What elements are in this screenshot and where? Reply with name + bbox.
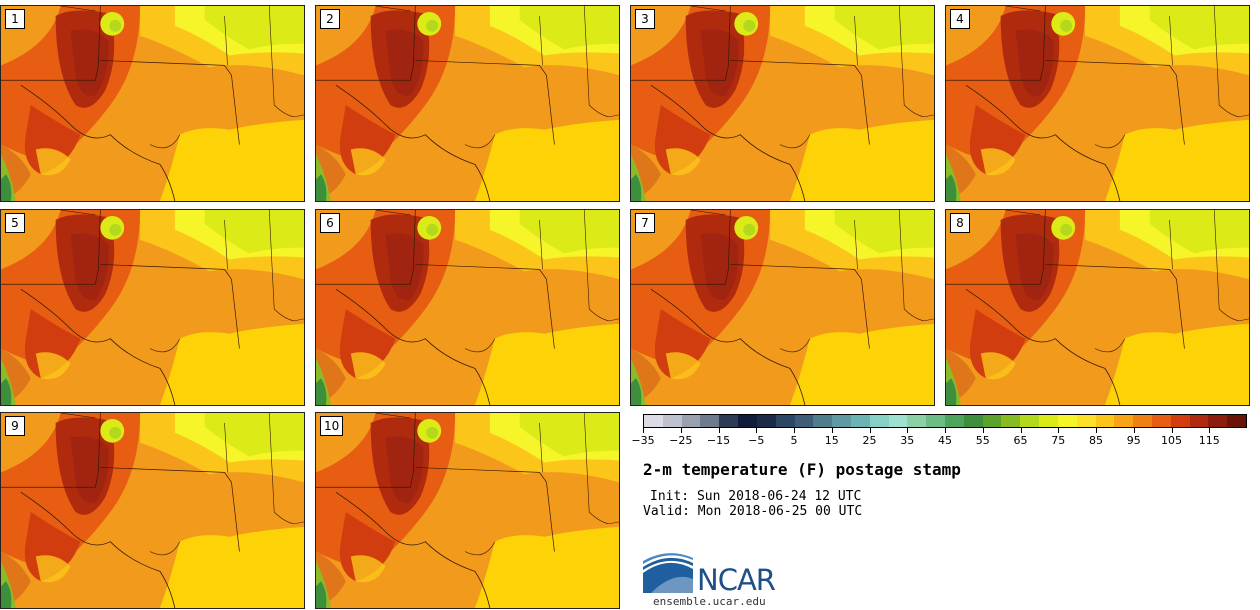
colorbar-swatch bbox=[813, 415, 833, 427]
panel-member-label: 5 bbox=[5, 213, 25, 233]
colorbar-swatch bbox=[794, 415, 814, 427]
colorbar-tick bbox=[756, 428, 758, 433]
temperature-colorbar bbox=[643, 414, 1247, 428]
colorbar-swatch bbox=[832, 415, 851, 427]
colorbar-swatch bbox=[700, 415, 720, 427]
colorbar-swatch bbox=[1208, 415, 1228, 427]
colorbar-tick-label: 105 bbox=[1161, 434, 1182, 447]
colorbar-tick-label: −25 bbox=[669, 434, 693, 447]
colorbar-swatch bbox=[869, 415, 889, 427]
panel-member-label: 2 bbox=[320, 9, 340, 29]
colorbar-tick bbox=[718, 428, 720, 433]
colorbar-swatch bbox=[719, 415, 739, 427]
panel-member-label: 9 bbox=[5, 416, 25, 436]
colorbar-swatch bbox=[1001, 415, 1021, 427]
colorbar-swatch bbox=[662, 415, 682, 427]
colorbar-swatch bbox=[738, 415, 757, 427]
colorbar-tick bbox=[1133, 428, 1135, 433]
colorbar-tick-label: 35 bbox=[900, 434, 915, 447]
colorbar-swatch bbox=[1020, 415, 1040, 427]
colorbar-tick bbox=[1209, 428, 1211, 433]
colorbar-tick-label: 75 bbox=[1051, 434, 1066, 447]
ncar-logo-text: NCAR bbox=[697, 563, 776, 597]
valid-time: Valid: Mon 2018-06-25 00 UTC bbox=[643, 504, 863, 519]
colorbar-tick bbox=[869, 428, 871, 433]
ensemble-panel[interactable]: 6 bbox=[315, 209, 620, 406]
colorbar-tick bbox=[1058, 428, 1060, 433]
colorbar-tick-label: −15 bbox=[706, 434, 731, 447]
colorbar-tick-label: 15 bbox=[824, 434, 839, 447]
colorbar-swatch bbox=[1039, 415, 1058, 427]
panel-member-label: 1 bbox=[5, 9, 25, 29]
colorbar-swatch bbox=[926, 415, 945, 427]
colorbar-tick-label: −5 bbox=[748, 434, 765, 447]
colorbar-tick-label: 65 bbox=[1013, 434, 1028, 447]
colorbar-tick bbox=[982, 428, 984, 433]
colorbar-swatch bbox=[644, 415, 663, 427]
colorbar-swatch bbox=[945, 415, 964, 427]
ensemble-panel[interactable]: 5 bbox=[0, 209, 305, 406]
colorbar-swatch bbox=[1114, 415, 1134, 427]
plot-title: 2-m temperature (F) postage stamp bbox=[643, 460, 961, 479]
colorbar-tick bbox=[945, 428, 946, 433]
colorbar-tick-label: 95 bbox=[1126, 434, 1141, 447]
ensemble-panel[interactable]: 3 bbox=[630, 5, 935, 202]
colorbar-tick-label: −35 bbox=[631, 434, 655, 447]
colorbar-tick bbox=[643, 428, 644, 433]
ensemble-panel[interactable]: 9 bbox=[0, 412, 305, 609]
colorbar-swatch bbox=[1095, 415, 1115, 427]
panel-member-label: 8 bbox=[950, 213, 970, 233]
ensemble-panel[interactable]: 7 bbox=[630, 209, 935, 406]
colorbar-swatch bbox=[1076, 415, 1096, 427]
colorbar-tick bbox=[1020, 428, 1022, 433]
panel-member-label: 4 bbox=[950, 9, 970, 29]
ensemble-panel[interactable]: 10 bbox=[315, 412, 620, 609]
colorbar-swatch bbox=[982, 415, 1002, 427]
panel-member-label: 3 bbox=[635, 9, 655, 29]
colorbar-swatch bbox=[888, 415, 908, 427]
ensemble-panel[interactable]: 1 bbox=[0, 5, 305, 202]
colorbar-swatch bbox=[850, 415, 870, 427]
website-url[interactable]: ensemble.ucar.edu bbox=[653, 595, 766, 608]
colorbar-swatch bbox=[775, 415, 795, 427]
panel-member-label: 6 bbox=[320, 213, 340, 233]
ensemble-panel[interactable]: 4 bbox=[945, 5, 1250, 202]
init-time: Init: Sun 2018-06-24 12 UTC bbox=[650, 489, 862, 504]
colorbar-tick bbox=[680, 428, 682, 433]
colorbar-swatch bbox=[756, 415, 776, 427]
ensemble-panel[interactable]: 2 bbox=[315, 5, 620, 202]
panel-member-label: 10 bbox=[320, 416, 344, 436]
ensemble-panel[interactable]: 8 bbox=[945, 209, 1250, 406]
colorbar-tick bbox=[831, 428, 833, 433]
colorbar-tick bbox=[907, 428, 909, 433]
colorbar-tick-label: 5 bbox=[790, 434, 798, 447]
colorbar-tick-label: 55 bbox=[975, 434, 990, 447]
colorbar-tick-label: 25 bbox=[862, 434, 877, 447]
colorbar-swatch bbox=[1133, 415, 1152, 427]
colorbar-swatch bbox=[1170, 415, 1190, 427]
colorbar-swatch bbox=[1227, 415, 1246, 427]
colorbar-swatch bbox=[907, 415, 927, 427]
colorbar-swatch bbox=[1057, 415, 1077, 427]
colorbar-swatch bbox=[1189, 415, 1209, 427]
colorbar-tick bbox=[794, 428, 795, 433]
colorbar-swatch bbox=[681, 415, 701, 427]
ncar-logo-icon bbox=[643, 553, 693, 593]
colorbar-ticks: −35 −25 −15 −5 5 15 25 35 45 55 65 75 85 95 105 115 bbox=[631, 428, 1247, 450]
colorbar-tick bbox=[1171, 428, 1173, 433]
colorbar-tick-label: 85 bbox=[1089, 434, 1103, 447]
colorbar-tick bbox=[1096, 428, 1097, 433]
panel-member-label: 7 bbox=[635, 213, 655, 233]
colorbar-swatch bbox=[1151, 415, 1171, 427]
colorbar-tick-label: 45 bbox=[938, 434, 952, 447]
colorbar-swatch bbox=[963, 415, 983, 427]
colorbar-tick-label: 115 bbox=[1198, 434, 1220, 447]
